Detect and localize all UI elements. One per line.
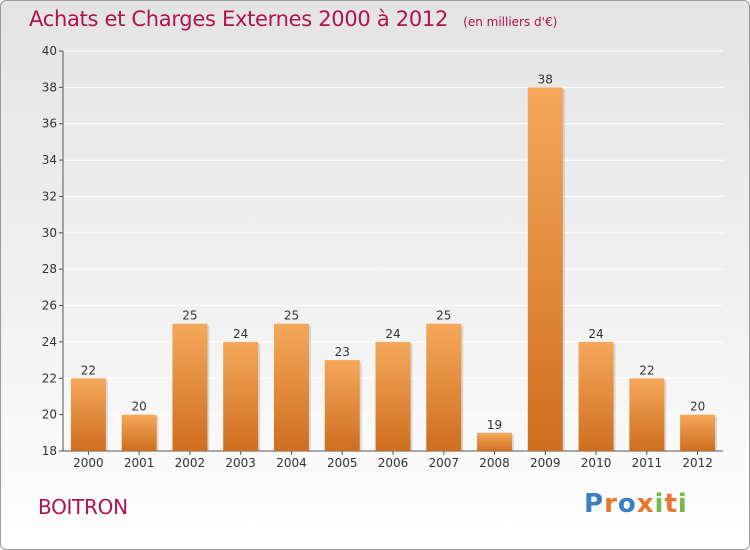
data-label: 20: [132, 400, 147, 414]
data-label: 22: [639, 363, 654, 377]
x-tick-label: 2006: [378, 456, 409, 470]
y-tick-label: 28: [42, 262, 57, 276]
y-tick-label: 26: [42, 299, 57, 313]
data-label: 24: [233, 327, 248, 341]
data-label: 38: [538, 72, 553, 86]
bars: [70, 87, 718, 451]
x-tick-label: 2010: [581, 456, 612, 470]
bar: [172, 323, 208, 451]
data-label: 23: [335, 345, 350, 359]
logo-letter: o: [617, 489, 637, 519]
x-tick-label: 2003: [225, 456, 256, 470]
bar: [578, 341, 614, 451]
bar: [121, 414, 157, 451]
y-tick-label: 20: [42, 408, 57, 422]
y-tick-label: 18: [42, 444, 57, 458]
data-label: 24: [385, 327, 400, 341]
data-label: 25: [284, 309, 299, 323]
x-tick-label: 2005: [327, 456, 358, 470]
x-tick-label: 2001: [124, 456, 155, 470]
y-tick-label: 30: [42, 226, 57, 240]
y-tick-label: 36: [42, 117, 57, 131]
x-tick-label: 2000: [73, 456, 104, 470]
data-label: 24: [588, 327, 603, 341]
data-label: 25: [436, 309, 451, 323]
y-tick-label: 34: [42, 153, 57, 167]
bar: [527, 87, 563, 451]
data-label: 19: [487, 418, 502, 432]
proxiti-logo[interactable]: Proxiti: [584, 489, 688, 519]
bar: [477, 432, 513, 451]
x-tick-label: 2009: [530, 456, 561, 470]
chart-title: Achats et Charges Externes 2000 à 2012: [29, 7, 449, 31]
y-tick-label: 32: [42, 189, 57, 203]
y-tick-label: 38: [42, 80, 57, 94]
x-tick-label: 2004: [276, 456, 307, 470]
chart-unit: (en milliers d'€): [463, 15, 558, 29]
commune-name: BOITRON: [38, 495, 128, 519]
y-tick-label: 24: [42, 335, 57, 349]
bar: [273, 323, 309, 451]
data-label: 20: [690, 400, 705, 414]
data-label: 25: [182, 309, 197, 323]
bar: [680, 414, 716, 451]
data-labels: 22 20 25 24 25 23 24 25 19 38 24 22 20: [81, 72, 706, 431]
title-row: Achats et Charges Externes 2000 à 2012 (…: [29, 7, 557, 31]
x-tick-label: 2012: [682, 456, 713, 470]
logo-letter: t: [664, 489, 678, 519]
x-tick-label: 2002: [175, 456, 206, 470]
bar: [375, 341, 411, 451]
x-tick-label: 2008: [479, 456, 510, 470]
logo-letter: P: [584, 489, 605, 519]
y-tick-label: 40: [42, 44, 57, 58]
logo-letter: i: [677, 489, 688, 519]
x-tick-label: 2011: [632, 456, 663, 470]
bar: [426, 323, 462, 451]
logo-letter: i: [654, 489, 665, 519]
bar: [223, 341, 259, 451]
bar: [629, 378, 665, 451]
data-label: 22: [81, 363, 96, 377]
x-tick-label: 2007: [428, 456, 459, 470]
bar: [70, 378, 106, 451]
logo-letter: r: [604, 489, 618, 519]
bar: [324, 360, 360, 451]
y-tick-label: 22: [42, 371, 57, 385]
logo-letter: x: [636, 489, 655, 519]
